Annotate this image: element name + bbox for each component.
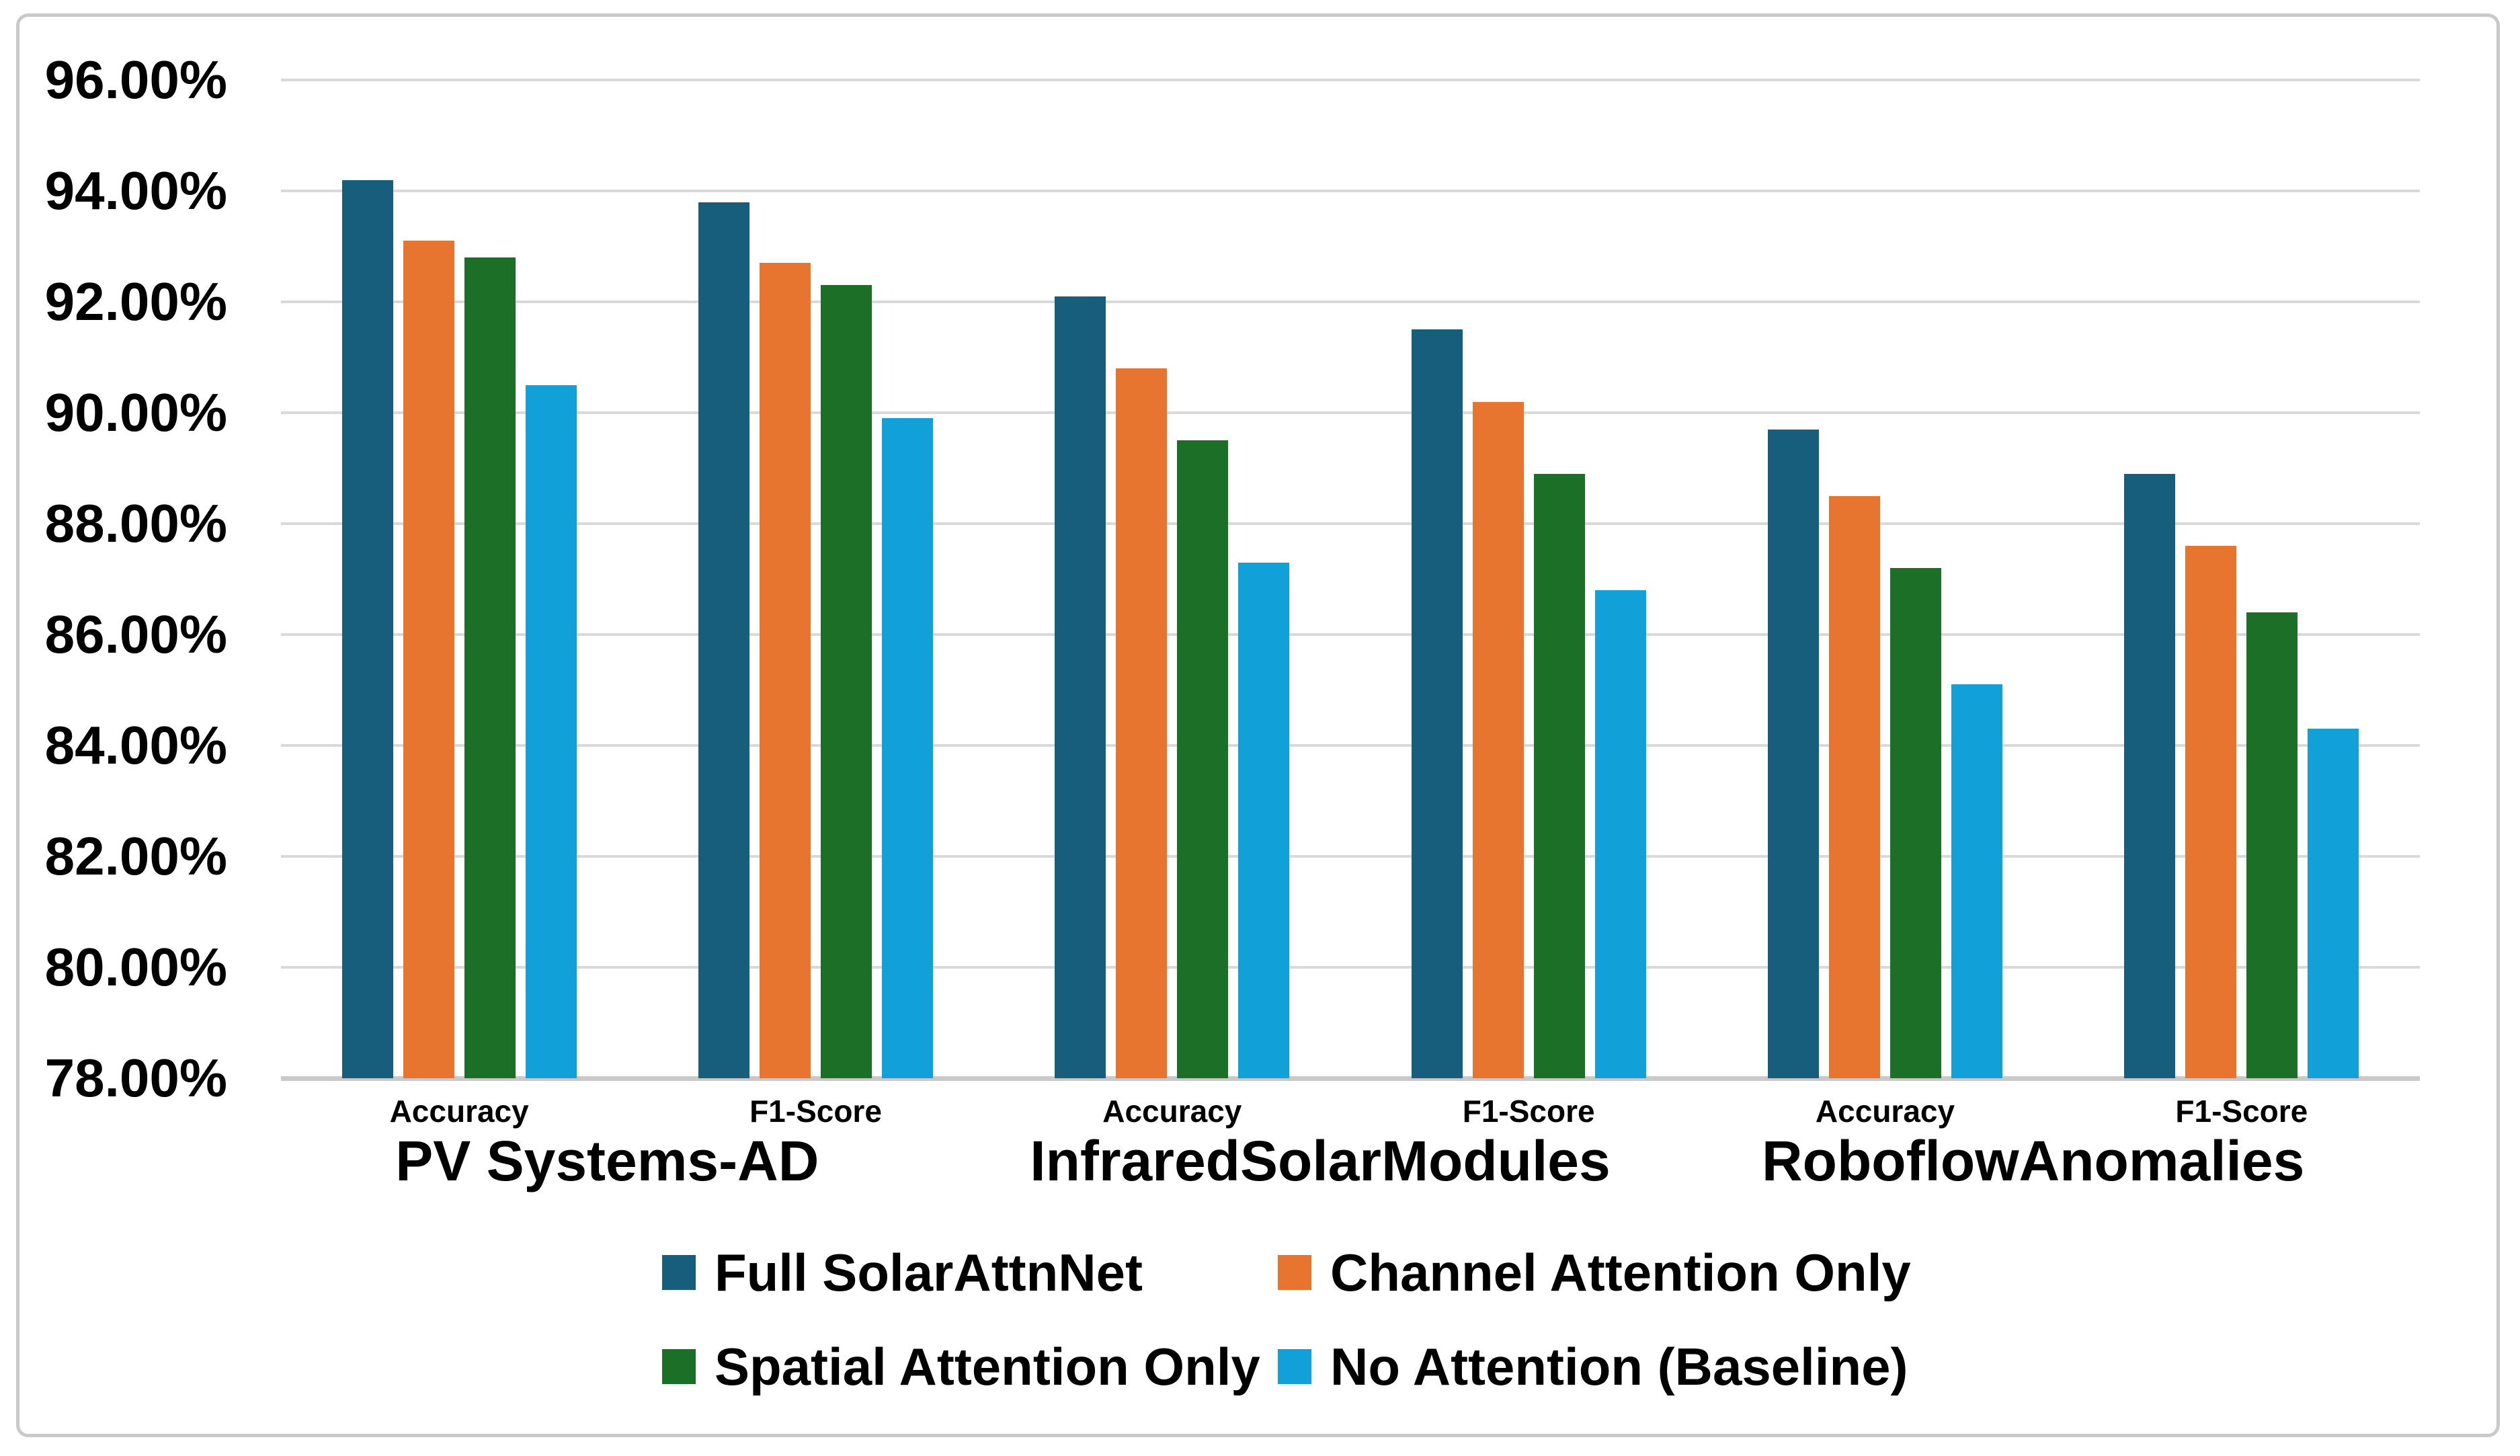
gridline bbox=[281, 744, 2420, 747]
x-axis-tick-label: F1-Score bbox=[2175, 1094, 2308, 1129]
x-axis-tick-label: Accuracy bbox=[1102, 1094, 1242, 1129]
legend-label: Spatial Attention Only bbox=[715, 1337, 1260, 1396]
x-axis-tick-label: Accuracy bbox=[1815, 1094, 1955, 1129]
legend-label: Channel Attention Only bbox=[1330, 1243, 1911, 1302]
bar-channel-attention-only bbox=[1829, 495, 1880, 1078]
bar-channel-attention-only bbox=[1116, 368, 1168, 1078]
figure-border bbox=[16, 13, 2500, 1437]
bar-no-attention-baseline bbox=[525, 385, 577, 1078]
bar-spatial-attention-only bbox=[1890, 568, 1941, 1078]
bar-full-solarattnnet bbox=[1055, 296, 1106, 1078]
bar-full-solarattnnet bbox=[341, 179, 393, 1078]
bar-no-attention-baseline bbox=[882, 418, 933, 1078]
bar-spatial-attention-only bbox=[1533, 473, 1585, 1078]
bar-channel-attention-only bbox=[1472, 401, 1524, 1078]
dataset-label: InfraredSolarModules bbox=[1030, 1129, 1611, 1192]
gridline bbox=[281, 411, 2420, 414]
bar-spatial-attention-only bbox=[2246, 612, 2298, 1078]
bar-no-attention-baseline bbox=[1594, 590, 1646, 1078]
legend-label: Full SolarAttnNet bbox=[715, 1243, 1143, 1302]
bar-no-attention-baseline bbox=[1238, 562, 1290, 1078]
bar-channel-attention-only bbox=[2185, 546, 2237, 1078]
legend-entry: Full SolarAttnNet bbox=[662, 1242, 1143, 1303]
y-axis-tick-label: 86.00% bbox=[44, 604, 227, 664]
y-axis-tick-label: 94.00% bbox=[44, 161, 227, 220]
y-axis-tick-label: 84.00% bbox=[44, 715, 227, 775]
legend-swatch-icon bbox=[1278, 1349, 1311, 1384]
bar-full-solarattnnet bbox=[1768, 429, 1819, 1078]
y-axis-tick-label: 88.00% bbox=[44, 493, 227, 553]
legend-swatch-icon bbox=[662, 1255, 696, 1290]
legend-swatch-icon bbox=[662, 1349, 696, 1384]
y-axis-tick-label: 82.00% bbox=[44, 826, 227, 886]
gridline bbox=[281, 300, 2420, 303]
y-axis-tick-label: 96.00% bbox=[44, 50, 227, 110]
dataset-label: PV Systems-AD bbox=[395, 1129, 819, 1192]
bar-full-solarattnnet bbox=[1411, 329, 1463, 1078]
y-axis-tick-label: 92.00% bbox=[44, 272, 227, 331]
x-axis-tick-label: F1-Score bbox=[1462, 1094, 1595, 1129]
bar-spatial-attention-only bbox=[821, 285, 872, 1078]
y-axis-tick-label: 78.00% bbox=[44, 1048, 227, 1108]
gridline bbox=[281, 522, 2420, 525]
bar-full-solarattnnet bbox=[2124, 473, 2176, 1078]
x-axis-tick-label: F1-Score bbox=[749, 1094, 882, 1129]
gridline bbox=[281, 633, 2420, 636]
gridline bbox=[281, 966, 2420, 969]
legend-label: No Attention (Baseline) bbox=[1330, 1337, 1908, 1396]
bar-channel-attention-only bbox=[760, 263, 811, 1078]
legend-entry: Spatial Attention Only bbox=[662, 1336, 1260, 1397]
bar-no-attention-baseline bbox=[1951, 684, 2002, 1078]
x-axis-line bbox=[281, 1076, 2420, 1081]
legend-entry: No Attention (Baseline) bbox=[1278, 1336, 1908, 1397]
legend-swatch-icon bbox=[1278, 1255, 1311, 1290]
y-axis-tick-label: 90.00% bbox=[44, 382, 227, 442]
bar-spatial-attention-only bbox=[464, 257, 516, 1078]
bar-channel-attention-only bbox=[403, 241, 454, 1078]
bar-spatial-attention-only bbox=[1177, 440, 1229, 1078]
bar-full-solarattnnet bbox=[698, 202, 749, 1078]
y-axis-tick-label: 80.00% bbox=[44, 937, 227, 997]
bar-no-attention-baseline bbox=[2308, 729, 2359, 1078]
x-axis-tick-label: Accuracy bbox=[389, 1094, 529, 1129]
gridline bbox=[281, 79, 2420, 81]
dataset-label: RoboflowAnomalies bbox=[1761, 1129, 2305, 1192]
legend-entry: Channel Attention Only bbox=[1278, 1242, 1911, 1303]
gridline bbox=[281, 855, 2420, 858]
gridline bbox=[281, 190, 2420, 192]
